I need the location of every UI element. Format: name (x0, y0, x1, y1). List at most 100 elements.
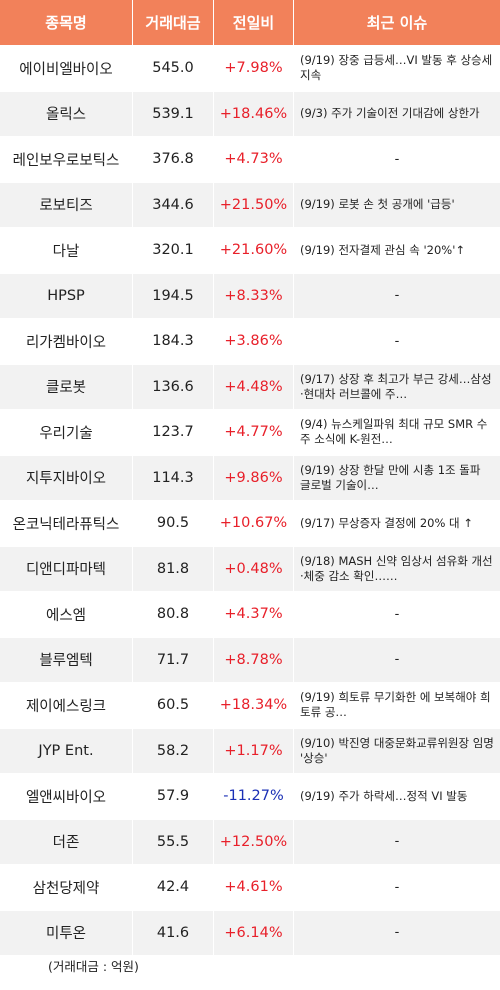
table-row: 레인보우로보틱스 376.8 +4.73% - (0, 137, 500, 183)
unit-footnote: (거래대금 : 억원) (48, 959, 139, 974)
issue-empty: - (394, 925, 400, 941)
price-change: +4.48% (214, 364, 294, 409)
table-row: 온코닉테라퓨틱스 90.5 +10.67% (9/17) 무상증자 결정에 20% 대… (0, 501, 500, 547)
recent-issue: (9/3) 주가 기술이전 기대감에 상한가 (294, 92, 500, 137)
issue-text: (9/10) 박진영 대중문화교류위원장 임명 '상승' (300, 735, 494, 765)
stock-name: 레인보우로보틱스 (0, 137, 133, 182)
table-row: 에스엠 80.8 +4.37% - (0, 592, 500, 638)
price-change: +4.73% (214, 137, 294, 182)
recent-issue: (9/19) 전자결제 관심 속 '20%'↑ (294, 228, 500, 273)
trading-volume: 71.7 (133, 637, 214, 682)
recent-issue: - (294, 319, 500, 364)
table-header: 종목명 거래대금 전일비 최근 이슈 (0, 0, 500, 46)
issue-empty: - (394, 652, 400, 668)
trading-volume: 136.6 (133, 364, 214, 409)
issue-empty: - (394, 879, 400, 895)
price-change: +4.37% (214, 592, 294, 637)
price-change: +12.50% (214, 819, 294, 864)
price-change: +21.50% (214, 182, 294, 227)
header-name: 종목명 (0, 0, 133, 45)
stock-name: 더존 (0, 819, 133, 864)
trading-volume: 376.8 (133, 137, 214, 182)
recent-issue: (9/19) 희토류 무기화한 에 보복해야 희토류 공… (294, 683, 500, 728)
issue-text: (9/19) 전자결제 관심 속 '20%'↑ (300, 242, 465, 257)
table-row: 올릭스 539.1 +18.46% (9/3) 주가 기술이전 기대감에 상한가 (0, 91, 500, 137)
trading-volume: 184.3 (133, 319, 214, 364)
price-change: +18.46% (214, 91, 294, 136)
issue-text: (9/3) 주가 기술이전 기대감에 상한가 (300, 106, 480, 121)
recent-issue: (9/18) MASH 신약 임상서 섬유화 개선·체중 감소 확인…… (294, 547, 500, 592)
recent-issue: - (294, 820, 500, 865)
trading-volume: 90.5 (133, 501, 214, 546)
issue-text: (9/19) 희토류 무기화한 에 보복해야 희토류 공… (300, 690, 491, 720)
price-change: +18.34% (214, 683, 294, 728)
issue-empty: - (394, 151, 400, 167)
table-row: 클로봇 136.6 +4.48% (9/17) 상장 후 최고가 부근 강세…삼성·현… (0, 364, 500, 410)
table-row: 더존 55.5 +12.50% - (0, 819, 500, 865)
price-change: +1.17% (214, 728, 294, 773)
table-row: 제이에스링크 60.5 +18.34% (9/19) 희토류 무기화한 에 보복해야 … (0, 683, 500, 729)
price-change: +10.67% (214, 501, 294, 546)
issue-text: (9/19) 주가 하락세…정적 VI 발동 (300, 788, 468, 803)
trading-volume: 42.4 (133, 865, 214, 910)
stock-name: HPSP (0, 273, 133, 318)
issue-text: (9/17) 상장 후 최고가 부근 강세…삼성·현대차 러브콜에 주… (300, 371, 492, 401)
issue-text: (9/17) 무상증자 결정에 20% 대 ↑ (300, 515, 473, 530)
table-row: 에이비엘바이오 545.0 +7.98% (9/19) 장중 급등세…VI 발동 후 … (0, 46, 500, 92)
price-change: +8.33% (214, 273, 294, 318)
header-issue: 최근 이슈 (366, 14, 428, 32)
table-row: 다날 320.1 +21.60% (9/19) 전자결제 관심 속 '20%'↑ (0, 228, 500, 274)
recent-issue: (9/19) 로봇 손 첫 공개에 '급등' (294, 183, 500, 228)
issue-empty: - (394, 288, 400, 304)
trading-volume: 57.9 (133, 774, 214, 819)
price-change: +3.86% (214, 319, 294, 364)
recent-issue: (9/19) 장중 급등세…VI 발동 후 상승세 지속 (294, 46, 500, 91)
price-change: +9.86% (214, 455, 294, 500)
stock-name: 디앤디파마텍 (0, 546, 133, 591)
stock-name: 우리기술 (0, 410, 133, 455)
table-row: 로보티즈 344.6 +21.50% (9/19) 로봇 손 첫 공개에 '급등' (0, 182, 500, 228)
table-row: 지투지바이오 114.3 +9.86% (9/19) 상장 한달 만에 시총 1조 돌… (0, 455, 500, 501)
issue-text: (9/19) 상장 한달 만에 시총 1조 돌파 글로벌 기술이… (300, 462, 481, 492)
stock-name: 클로봇 (0, 364, 133, 409)
stock-name: 온코닉테라퓨틱스 (0, 501, 133, 546)
price-change: +8.78% (214, 637, 294, 682)
recent-issue: (9/19) 상장 한달 만에 시총 1조 돌파 글로벌 기술이… (294, 456, 500, 501)
issue-empty: - (394, 834, 400, 850)
recent-issue: - (294, 137, 500, 182)
issue-text: (9/4) 뉴스케일파워 최대 규모 SMR 수주 소식에 K-원전… (300, 417, 488, 447)
table-row: 삼천당제약 42.4 +4.61% - (0, 865, 500, 911)
price-change: -11.27% (214, 774, 294, 819)
stock-name: 미투온 (0, 910, 133, 955)
trading-volume: 545.0 (133, 46, 214, 91)
price-change: +7.98% (214, 46, 294, 91)
recent-issue: - (294, 592, 500, 637)
table-row: 우리기술 123.7 +4.77% (9/4) 뉴스케일파워 최대 규모 SMR 수주… (0, 410, 500, 456)
trading-volume: 58.2 (133, 728, 214, 773)
trading-volume: 41.6 (133, 910, 214, 955)
issue-text: (9/19) 장중 급등세…VI 발동 후 상승세 지속 (300, 53, 493, 83)
price-change: +4.61% (214, 865, 294, 910)
trading-volume: 320.1 (133, 228, 214, 273)
price-change: +21.60% (214, 228, 294, 273)
table-row: 미투온 41.6 +6.14% - (0, 910, 500, 956)
stock-name: 로보티즈 (0, 182, 133, 227)
table-row: 디앤디파마텍 81.8 +0.48% (9/18) MASH 신약 임상서 섬유화 개… (0, 546, 500, 592)
price-change: +4.77% (214, 410, 294, 455)
price-change: +6.14% (214, 910, 294, 955)
issue-text: (9/19) 로봇 손 첫 공개에 '급등' (300, 197, 455, 212)
recent-issue: (9/19) 주가 하락세…정적 VI 발동 (294, 774, 500, 819)
stock-name: 올릭스 (0, 91, 133, 136)
trading-volume: 194.5 (133, 273, 214, 318)
trading-volume: 539.1 (133, 91, 214, 136)
stock-name: 블루엠텍 (0, 637, 133, 682)
recent-issue: - (294, 274, 500, 319)
recent-issue: - (294, 865, 500, 910)
stock-name: 에이비엘바이오 (0, 46, 133, 91)
price-change: +0.48% (214, 546, 294, 591)
table-body: 에이비엘바이오 545.0 +7.98% (9/19) 장중 급등세…VI 발동 후 … (0, 46, 500, 956)
recent-issue: - (294, 911, 500, 956)
stock-table: 종목명 거래대금 전일비 최근 이슈 에이비엘바이오 545.0 +7.98% (9/… (0, 0, 500, 956)
table-row: JYP Ent. 58.2 +1.17% (9/10) 박진영 대중문화교류위원장 임… (0, 728, 500, 774)
issue-text: (9/18) MASH 신약 임상서 섬유화 개선·체중 감소 확인…… (300, 553, 493, 583)
